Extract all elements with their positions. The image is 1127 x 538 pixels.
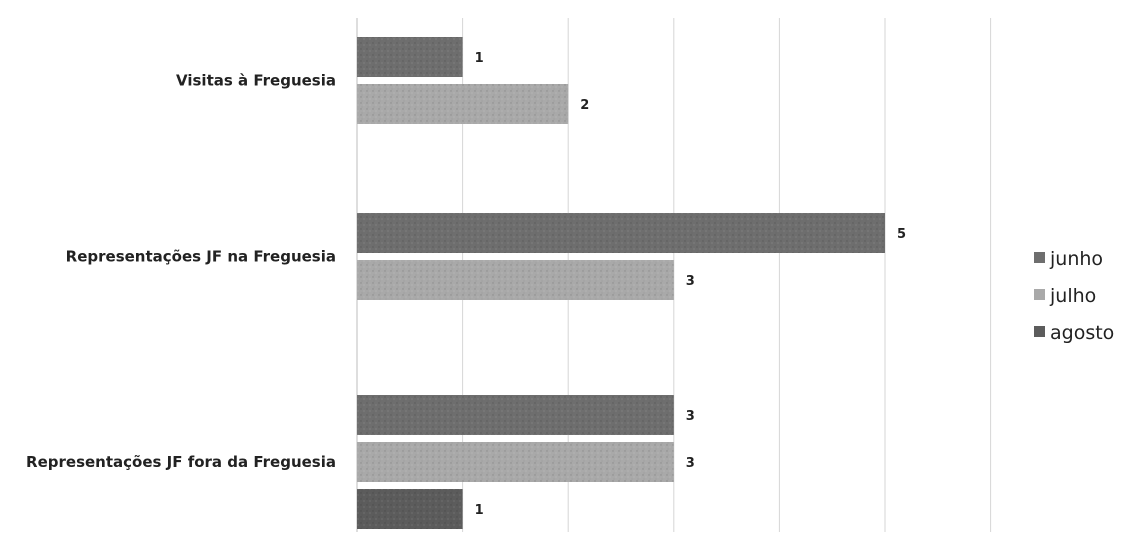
bar-texture-julho-1 (357, 260, 674, 300)
bar-texture-junho-0 (357, 37, 463, 77)
category-label-2: Representações JF fora da Freguesia (26, 453, 336, 471)
bar-texture-julho-0 (357, 84, 569, 124)
legend-swatch-junho (1034, 252, 1045, 263)
legend: junho julho agosto (1034, 248, 1114, 344)
value-label-julho-2: 3 (686, 456, 695, 471)
legend-label-junho: junho (1049, 248, 1103, 270)
bars (357, 37, 885, 529)
legend-label-agosto: agosto (1050, 322, 1114, 344)
value-label-julho-1: 3 (686, 274, 695, 289)
value-label-junho-2: 3 (686, 409, 695, 424)
value-label-agosto-2: 1 (475, 503, 484, 518)
bar-texture-agosto-2 (357, 489, 463, 529)
category-label-1: Representações JF na Freguesia (66, 248, 336, 266)
bar-texture-junho-2 (357, 395, 674, 435)
legend-swatch-agosto (1034, 326, 1045, 337)
category-label-0: Visitas à Freguesia (176, 72, 336, 90)
value-label-junho-1: 5 (897, 227, 906, 242)
value-label-julho-0: 2 (580, 98, 589, 113)
legend-label-julho: julho (1049, 285, 1096, 307)
value-labels: 1 2 5 3 3 3 1 (475, 51, 906, 518)
legend-swatch-julho (1034, 289, 1045, 300)
value-label-junho-0: 1 (475, 51, 484, 66)
bar-texture-julho-2 (357, 442, 674, 482)
bar-texture-junho-1 (357, 213, 885, 253)
category-labels: Visitas à Freguesia Representações JF na … (26, 72, 336, 472)
